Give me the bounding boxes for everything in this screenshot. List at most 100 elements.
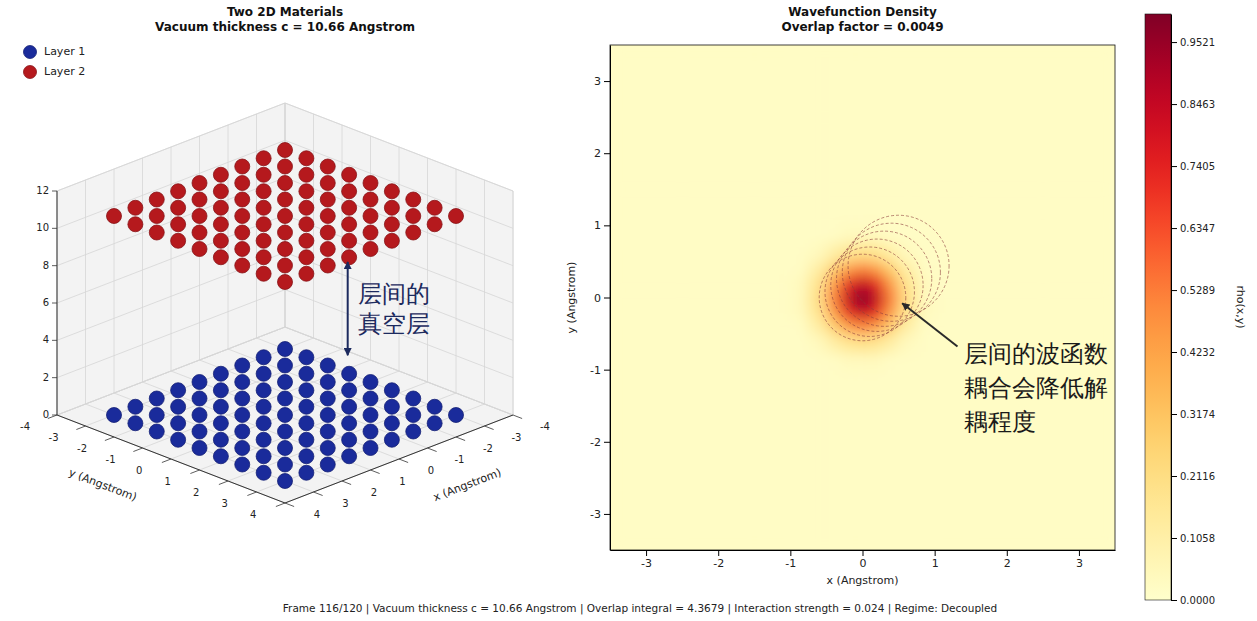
point (320, 358, 335, 373)
cell (841, 189, 856, 226)
point (342, 184, 357, 199)
cell (1043, 406, 1115, 479)
tick (428, 448, 437, 452)
point (320, 242, 335, 257)
tick: -1 (590, 364, 610, 377)
point (342, 432, 357, 447)
cell (826, 334, 841, 353)
cell (841, 276, 856, 291)
cell (1043, 478, 1115, 550)
cell (682, 276, 755, 291)
legend: Layer 1Layer 2 (24, 45, 86, 79)
cell (884, 478, 899, 550)
cell (855, 352, 870, 371)
grid-line (143, 360, 371, 448)
tick-label: 0.8463 (1180, 99, 1215, 110)
cell (841, 478, 856, 550)
cell (841, 45, 856, 118)
point (406, 391, 421, 406)
point (449, 408, 464, 423)
cell (682, 478, 755, 550)
cell (754, 189, 791, 226)
cell (855, 117, 870, 190)
point (363, 424, 378, 439)
cell (610, 406, 683, 479)
point (299, 399, 314, 414)
colorbar-axis: 0.00000.10580.21160.31740.42320.52890.63… (1171, 15, 1215, 606)
annotation: 层间的波函数耦合会降低解耦程度 (964, 340, 1108, 436)
tick: 1 (594, 219, 610, 232)
tick-mark (1171, 42, 1177, 43)
point (320, 192, 335, 207)
cell (884, 370, 899, 407)
annotation-line: 真空层 (358, 310, 430, 338)
point (320, 375, 335, 390)
tick: 3 (1076, 550, 1083, 570)
tick-label: 0.6347 (1180, 223, 1215, 234)
point (299, 449, 314, 464)
cell (682, 117, 755, 190)
tick: 0 (594, 292, 610, 305)
cell (754, 45, 791, 118)
cell (884, 290, 899, 305)
tick-label: 0 (860, 557, 867, 570)
pane (57, 103, 285, 415)
cell (899, 45, 918, 118)
grid-line (171, 371, 399, 459)
point (213, 200, 228, 215)
point (342, 217, 357, 232)
point (149, 408, 164, 423)
point (149, 225, 164, 240)
point (299, 200, 314, 215)
point (256, 250, 271, 265)
cell (899, 406, 918, 479)
cell (754, 290, 791, 305)
tick-label: 3 (1076, 557, 1083, 570)
point (363, 441, 378, 456)
point (235, 192, 250, 207)
cell (808, 189, 827, 226)
cell (917, 478, 936, 550)
cell (855, 478, 870, 550)
grid-line (285, 140, 513, 228)
grid-line (285, 178, 513, 266)
point (235, 457, 250, 472)
cell (841, 117, 856, 190)
cell (917, 370, 936, 407)
contour (848, 215, 949, 316)
cell (971, 276, 1044, 291)
tick-label: 2 (43, 372, 49, 383)
tick (52, 265, 57, 266)
cell (826, 478, 841, 550)
point (128, 399, 143, 414)
cell (826, 276, 841, 291)
tick: 0.6347 (1171, 223, 1215, 234)
point (192, 225, 207, 240)
grid-line (57, 290, 285, 378)
cell (1043, 117, 1115, 190)
pane (285, 103, 513, 415)
point (342, 167, 357, 182)
point (256, 399, 271, 414)
grid-line (114, 393, 342, 481)
tick (52, 228, 57, 229)
point (278, 474, 293, 489)
point (213, 366, 228, 381)
tick-mark (1171, 166, 1177, 167)
tick-label: 0 (594, 292, 601, 305)
point (256, 449, 271, 464)
point (299, 217, 314, 232)
point (342, 399, 357, 414)
cell (790, 290, 809, 305)
annotation: 层间的真空层 (358, 280, 430, 338)
point (320, 408, 335, 423)
point (192, 441, 207, 456)
point (213, 416, 228, 431)
cell (917, 117, 936, 190)
cell (884, 406, 899, 479)
tick-label: -4 (20, 421, 30, 432)
tick-label: 2 (594, 147, 601, 160)
tick-label: -3 (641, 557, 652, 570)
cell (754, 319, 791, 334)
point (235, 424, 250, 439)
